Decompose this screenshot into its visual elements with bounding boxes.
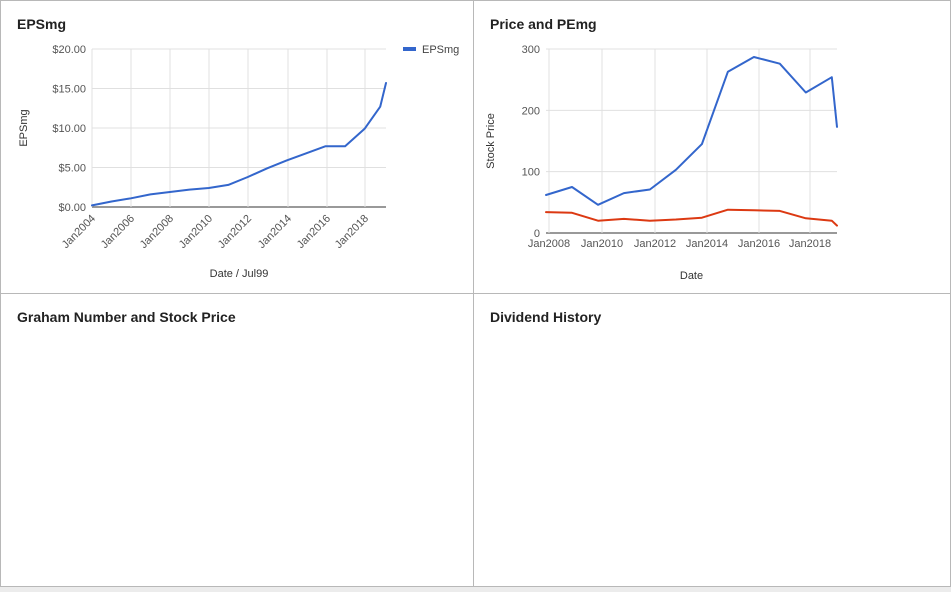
chart-svg-0: EPSmg $0.00 $5.00 $10.00 $15.00 $20.00 Jan2004…	[17, 16, 459, 280]
y-axis-label: Stock Price	[485, 113, 497, 169]
series-line-0	[91, 82, 387, 207]
y-tick-label: 100	[522, 167, 540, 179]
legend-label: EPSmg	[422, 44, 459, 56]
x-tick-label: Jan2018	[333, 213, 371, 251]
chart-svg-2: Graham Number and Stock Price0100200300J…	[17, 309, 236, 325]
y-tick-label: 200	[522, 105, 540, 117]
dividend-chart-panel: Dividend History$0.00$0.50$1.00$1.50$2.0…	[473, 293, 951, 587]
x-tick-label: Jan2010	[177, 213, 215, 251]
x-axis-label: Date / Jul99	[210, 268, 269, 280]
chart-svg-1: Price and PEmg 0 100 200 300 Jan2008 Jan2010 Ja…	[485, 16, 838, 282]
series-line-0	[545, 56, 838, 206]
x-tick-label: Jan2012	[216, 213, 254, 251]
y-tick-label: $0.00	[58, 202, 86, 214]
chart-svg-3: Dividend History$0.00$0.50$1.00$1.50$2.0…	[490, 309, 601, 325]
x-axis-label: Date	[680, 270, 703, 282]
chart-title: EPSmg	[17, 16, 66, 32]
y-axis-label: EPSmg	[18, 109, 30, 146]
chart-title: Price and PEmg	[490, 16, 597, 32]
y-tick-label: $10.00	[52, 123, 86, 135]
series-line-1	[545, 208, 838, 227]
price-pe-chart-panel: Price and PEmg 0 100 200 300 Jan2008 Jan2010 Ja…	[473, 0, 951, 294]
x-tick-label: Jan2016	[738, 238, 780, 250]
x-tick-label: Jan2010	[581, 238, 623, 250]
y-tick-label: $5.00	[58, 163, 86, 175]
x-tick-label: Jan2008	[528, 238, 570, 250]
x-tick-label: Jan2012	[634, 238, 676, 250]
y-tick-label: 300	[522, 44, 540, 56]
x-tick-label: Jan2008	[138, 213, 176, 251]
x-tick-label: Jan2014	[686, 238, 728, 250]
y-tick-label: 0	[534, 228, 540, 240]
x-tick-label: Jan2006	[99, 213, 137, 251]
chart-title: Dividend History	[490, 309, 601, 325]
chart-title: Graham Number and Stock Price	[17, 309, 236, 325]
x-tick-label: Jan2016	[295, 213, 333, 251]
x-tick-label: Jan2014	[256, 213, 294, 251]
eps-chart-panel: EPSmg $0.00 $5.00 $10.00 $15.00 $20.00 Jan2004…	[0, 0, 474, 294]
graham-chart-panel: Graham Number and Stock Price0100200300J…	[0, 293, 474, 587]
y-tick-label: $20.00	[52, 44, 86, 56]
y-tick-label: $15.00	[52, 84, 86, 96]
legend-swatch	[403, 47, 416, 51]
bottom-strip	[0, 587, 951, 592]
x-tick-label: Jan2018	[789, 238, 831, 250]
x-tick-label: Jan2004	[60, 213, 98, 251]
